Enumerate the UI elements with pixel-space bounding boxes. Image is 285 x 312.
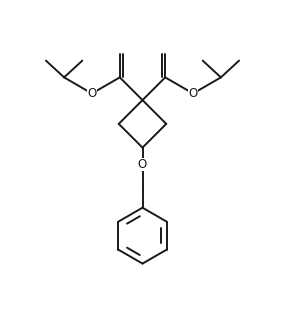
Text: O: O	[87, 87, 97, 100]
Text: O: O	[138, 158, 147, 171]
Text: O: O	[188, 87, 198, 100]
